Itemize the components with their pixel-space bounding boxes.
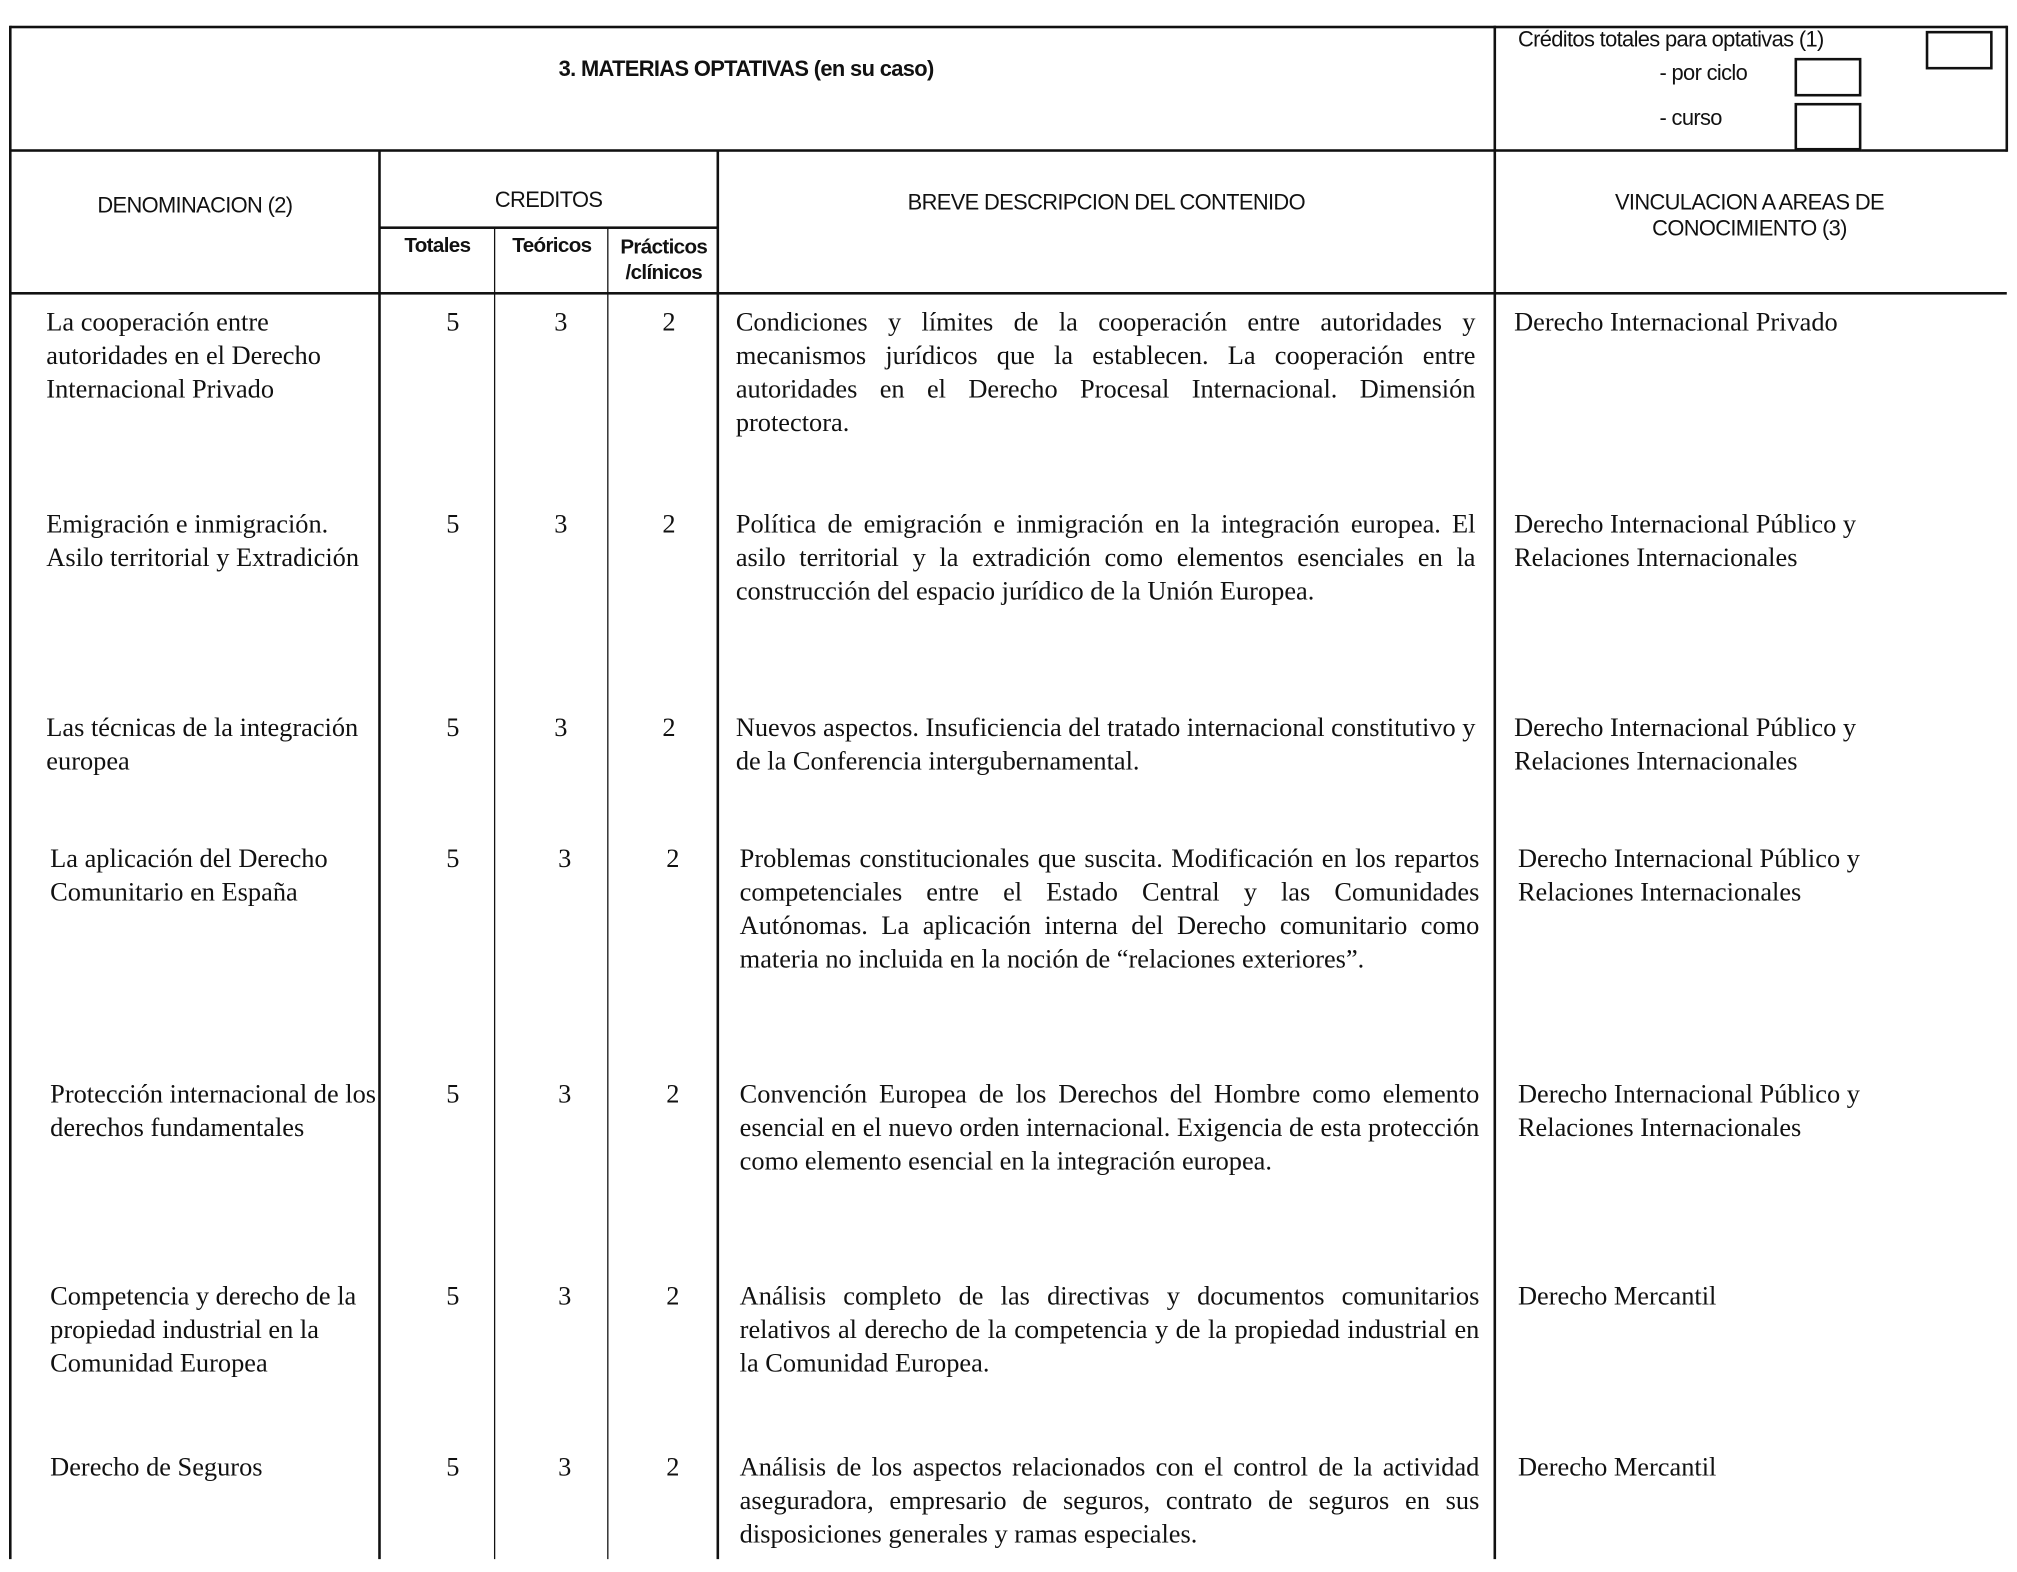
per-course-box[interactable] bbox=[1794, 102, 1862, 151]
vline-right-box bbox=[1493, 25, 1497, 1560]
row-area: Derecho Mercantil bbox=[1517, 1453, 1717, 1482]
vline-2 bbox=[493, 227, 496, 1560]
colheader-divider bbox=[10, 292, 2007, 295]
row-name: Protección internacional de los derechos… bbox=[50, 1080, 377, 1143]
row-totales: 5 bbox=[446, 845, 460, 874]
row-area: Derecho Mercantil bbox=[1517, 1282, 1717, 1311]
row-teoricos: 3 bbox=[558, 1453, 572, 1482]
row-name: La cooperación entre autoridades en el D… bbox=[46, 308, 321, 404]
row-practicos: 2 bbox=[666, 1282, 680, 1311]
row-area: Derecho Internacional Público y Relacion… bbox=[1517, 845, 1860, 907]
row-name: Derecho de Seguros bbox=[50, 1453, 263, 1482]
row-teoricos: 3 bbox=[554, 308, 568, 338]
col-teoricos: Teóricos bbox=[512, 235, 592, 258]
row-practicos: 2 bbox=[666, 1453, 680, 1482]
row-practicos: 2 bbox=[666, 1080, 680, 1109]
row-totales: 5 bbox=[446, 713, 460, 743]
row-teoricos: 3 bbox=[558, 845, 572, 874]
row-teoricos: 3 bbox=[558, 1282, 572, 1311]
row-area: Derecho Internacional Público y Relacion… bbox=[1517, 1080, 1860, 1143]
section-title: 3. MATERIAS OPTATIVAS (en su caso) bbox=[558, 56, 935, 82]
vline-3 bbox=[607, 227, 609, 1560]
row-teoricos: 3 bbox=[554, 510, 568, 540]
creditos-subline bbox=[379, 226, 718, 229]
header-divider bbox=[10, 149, 2007, 152]
vline-4 bbox=[716, 150, 720, 1560]
row-area: Derecho Internacional Público y Relacion… bbox=[1514, 510, 1857, 573]
border-right bbox=[2005, 25, 2009, 152]
row-totales: 5 bbox=[446, 308, 460, 338]
row-name: La aplicación del Derecho Comunitario en… bbox=[50, 845, 328, 907]
row-practicos: 2 bbox=[662, 510, 676, 540]
border-top bbox=[10, 25, 2007, 29]
row-description: Análisis de los aspectos relacionados co… bbox=[739, 1453, 1480, 1549]
row-description: Convención Europea de los Derechos del H… bbox=[739, 1080, 1480, 1176]
credits-total-box[interactable] bbox=[1925, 30, 1993, 70]
row-description: Política de emigración e inmigración en … bbox=[735, 510, 1476, 606]
col-totales: Totales bbox=[404, 235, 471, 258]
row-teoricos: 3 bbox=[554, 713, 568, 743]
row-totales: 5 bbox=[446, 510, 460, 540]
col-vinculacion: VINCULACION A AREAS DE CONOCIMIENTO (3) bbox=[1614, 190, 1885, 241]
border-left bbox=[9, 25, 12, 1560]
row-area: Derecho Internacional Privado bbox=[1514, 308, 1838, 338]
credits-total-label: Créditos totales para optativas (1) bbox=[1517, 27, 1824, 52]
row-name: Las técnicas de la integración europea bbox=[46, 713, 359, 776]
row-name: Emigración e inmigración. Asilo territor… bbox=[46, 510, 360, 573]
row-area: Derecho Internacional Público y Relacion… bbox=[1514, 713, 1857, 776]
row-practicos: 2 bbox=[666, 845, 680, 874]
per-cycle-box[interactable] bbox=[1794, 57, 1862, 97]
row-practicos: 2 bbox=[662, 713, 676, 743]
row-teoricos: 3 bbox=[558, 1080, 572, 1109]
row-name: Competencia y derecho de la propiedad in… bbox=[50, 1282, 357, 1378]
col-practicos: Prácticos /clínicos bbox=[620, 236, 708, 285]
per-cycle-label: - por ciclo bbox=[1659, 60, 1748, 85]
col-descripcion: BREVE DESCRIPCION DEL CONTENIDO bbox=[907, 190, 1306, 215]
vline-1 bbox=[378, 150, 381, 1560]
row-description: Problemas constitucionales que suscita. … bbox=[739, 845, 1480, 974]
row-totales: 5 bbox=[446, 1453, 460, 1482]
row-totales: 5 bbox=[446, 1080, 460, 1109]
row-description: Condiciones y límites de la cooperación … bbox=[735, 308, 1476, 438]
row-totales: 5 bbox=[446, 1282, 460, 1311]
row-practicos: 2 bbox=[662, 308, 676, 338]
col-denominacion: DENOMINACION (2) bbox=[97, 192, 293, 218]
col-creditos: CREDITOS bbox=[494, 187, 603, 213]
row-description: Nuevos aspectos. Insuficiencia del trata… bbox=[735, 713, 1476, 776]
per-course-label: - curso bbox=[1659, 105, 1722, 130]
row-description: Análisis completo de las directivas y do… bbox=[739, 1282, 1480, 1378]
